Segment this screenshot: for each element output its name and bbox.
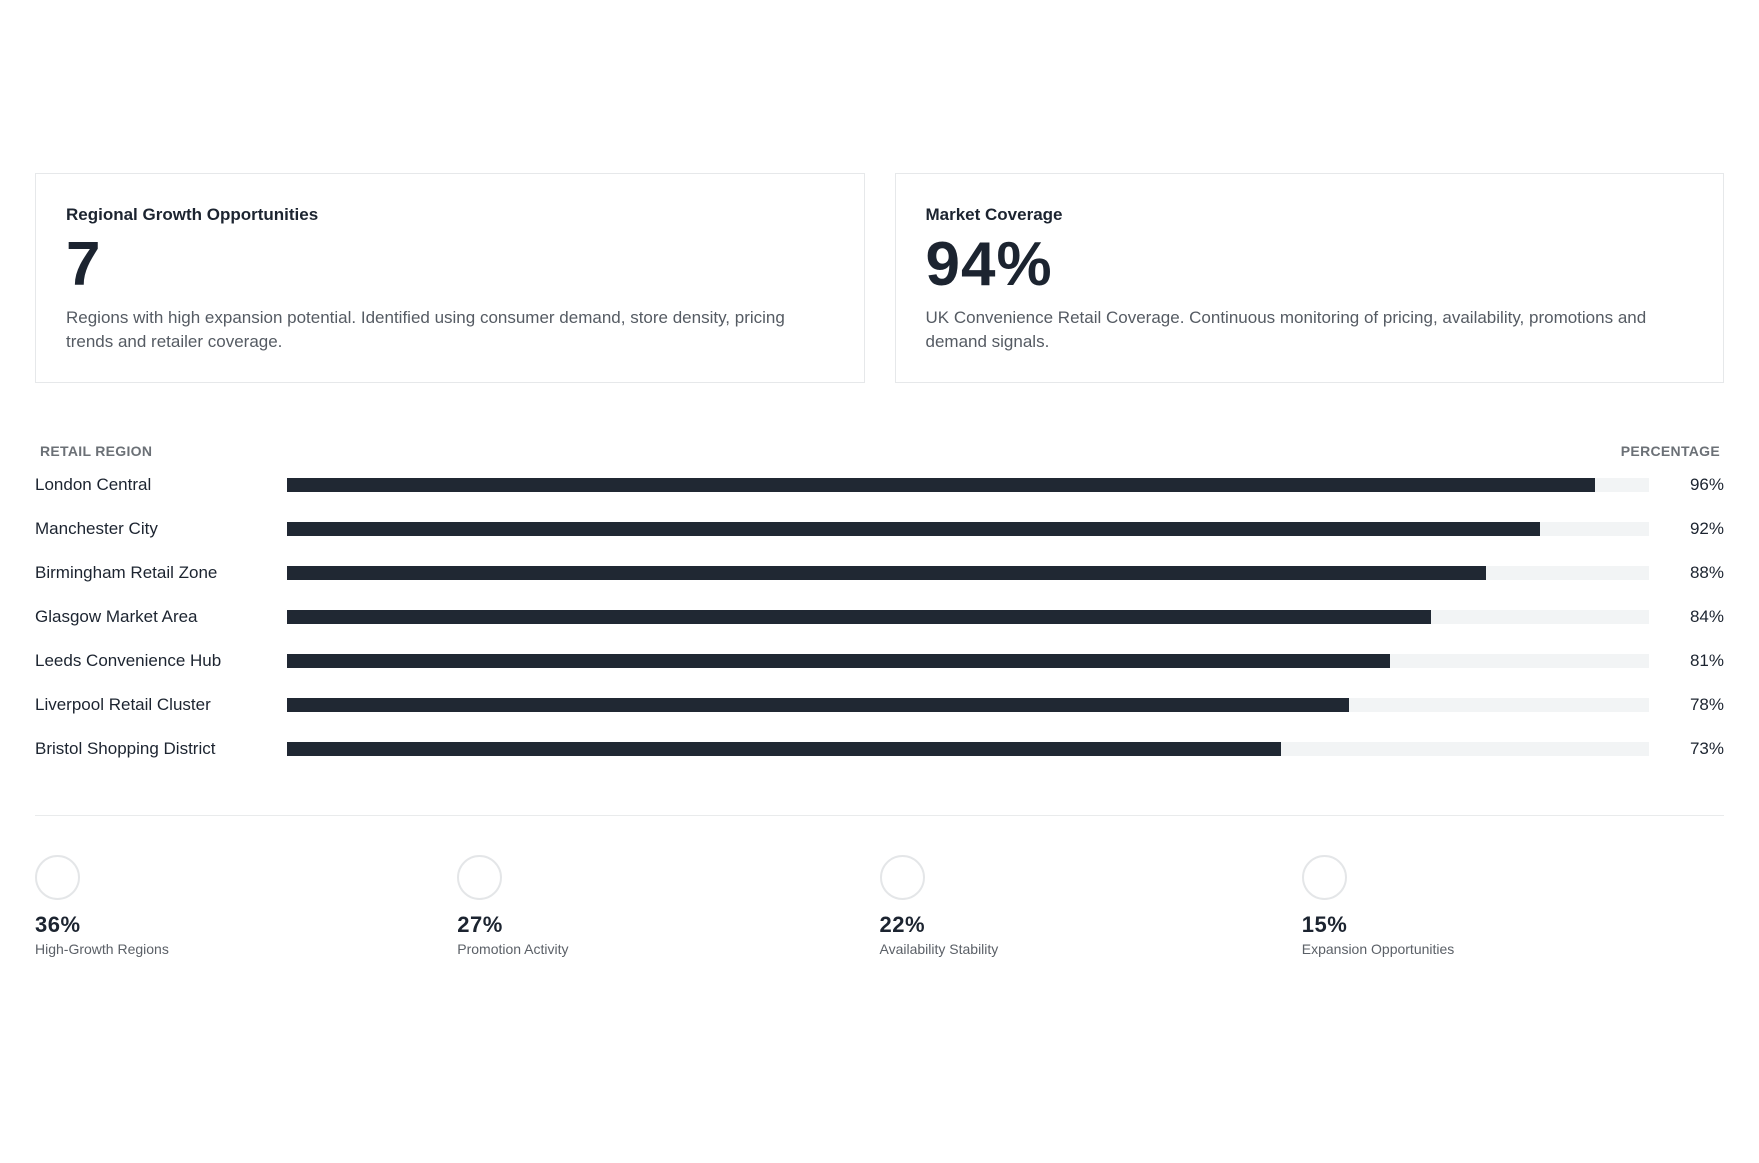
region-table-header: RETAIL REGION PERCENTAGE bbox=[35, 443, 1724, 459]
region-row: Bristol Shopping District 73% bbox=[35, 727, 1724, 771]
bar-track bbox=[287, 742, 1649, 756]
stat-high-growth-regions: 36% High-Growth Regions bbox=[35, 855, 457, 958]
region-percentage: 81% bbox=[1689, 651, 1724, 670]
section-divider bbox=[35, 815, 1724, 816]
region-bar-list: London Central 96% Manchester City 92% Birmi… bbox=[35, 473, 1724, 771]
region-row: London Central 96% bbox=[35, 473, 1724, 497]
region-label: Leeds Convenience Hub bbox=[35, 651, 222, 670]
card-description: Regions with high expansion potential. I… bbox=[66, 308, 785, 351]
bar-track bbox=[287, 654, 1649, 668]
bar-fill bbox=[287, 522, 1541, 536]
bar-fill bbox=[287, 742, 1282, 756]
stat-circle-icon bbox=[457, 855, 503, 900]
stats-row: 36% High-Growth Regions 27% Promotion Ac… bbox=[35, 855, 1724, 958]
region-label: Birmingham Retail Zone bbox=[35, 563, 218, 582]
region-row: Liverpool Retail Cluster 78% bbox=[35, 683, 1724, 727]
bar-fill bbox=[287, 566, 1486, 580]
bar-fill bbox=[287, 698, 1350, 712]
market-coverage-card: Market Coverage 94% UK Convenience Retai… bbox=[894, 173, 1724, 383]
bar-track bbox=[287, 610, 1649, 624]
region-label: Liverpool Retail Cluster bbox=[35, 695, 211, 714]
region-row: Birmingham Retail Zone 88% bbox=[35, 551, 1724, 595]
bar-track bbox=[287, 566, 1649, 580]
regional-growth-card: Regional Growth Opportunities 7 Regions … bbox=[35, 173, 865, 383]
bar-fill bbox=[287, 610, 1432, 624]
region-label: Bristol Shopping District bbox=[35, 739, 216, 758]
bar-track bbox=[287, 698, 1649, 712]
card-description: UK Convenience Retail Coverage. Continuo… bbox=[925, 308, 1647, 351]
dashboard: Regional Growth Opportunities 7 Regions … bbox=[35, 173, 1724, 958]
region-label: Glasgow Market Area bbox=[35, 607, 198, 626]
region-percentage: 73% bbox=[1689, 739, 1724, 758]
region-row: Manchester City 92% bbox=[35, 507, 1724, 551]
stat-label: High-Growth Regions bbox=[35, 941, 169, 957]
stat-circle-icon bbox=[1301, 855, 1347, 900]
region-percentage: 96% bbox=[1689, 475, 1724, 494]
stat-circle-icon bbox=[879, 855, 925, 900]
bar-track bbox=[287, 478, 1649, 492]
card-value: 7 bbox=[66, 230, 102, 299]
stat-value: 22% bbox=[879, 912, 926, 937]
region-percentage: 78% bbox=[1689, 695, 1724, 714]
bar-fill bbox=[287, 478, 1595, 492]
stat-value: 15% bbox=[1301, 912, 1348, 937]
region-percentage: 84% bbox=[1689, 607, 1724, 626]
stat-promotion-activity: 27% Promotion Activity bbox=[457, 855, 879, 958]
bar-fill bbox=[287, 654, 1391, 668]
region-row: Leeds Convenience Hub 81% bbox=[35, 639, 1724, 683]
region-row: Glasgow Market Area 84% bbox=[35, 595, 1724, 639]
stat-expansion-opportunities: 15% Expansion Opportunities bbox=[1301, 855, 1724, 958]
retail-region-column-header: RETAIL REGION bbox=[40, 443, 153, 459]
region-label: Manchester City bbox=[35, 519, 158, 538]
stat-circle-icon bbox=[35, 855, 80, 900]
card-value: 94% bbox=[925, 230, 1053, 299]
card-title: Regional Growth Opportunities bbox=[66, 205, 319, 224]
region-label: London Central bbox=[35, 475, 152, 494]
stat-label: Expansion Opportunities bbox=[1301, 941, 1455, 957]
stat-value: 36% bbox=[35, 912, 81, 937]
stat-label: Availability Stability bbox=[879, 941, 999, 957]
percentage-column-header: PERCENTAGE bbox=[1620, 443, 1720, 459]
stat-value: 27% bbox=[457, 912, 503, 937]
region-percentage: 88% bbox=[1689, 563, 1724, 582]
region-percentage: 92% bbox=[1689, 519, 1724, 538]
stat-availability-stability: 22% Availability Stability bbox=[879, 855, 1302, 958]
summary-cards: Regional Growth Opportunities 7 Regions … bbox=[35, 173, 1724, 383]
card-title: Market Coverage bbox=[925, 205, 1063, 224]
bar-track bbox=[287, 522, 1649, 536]
stat-label: Promotion Activity bbox=[457, 941, 569, 957]
